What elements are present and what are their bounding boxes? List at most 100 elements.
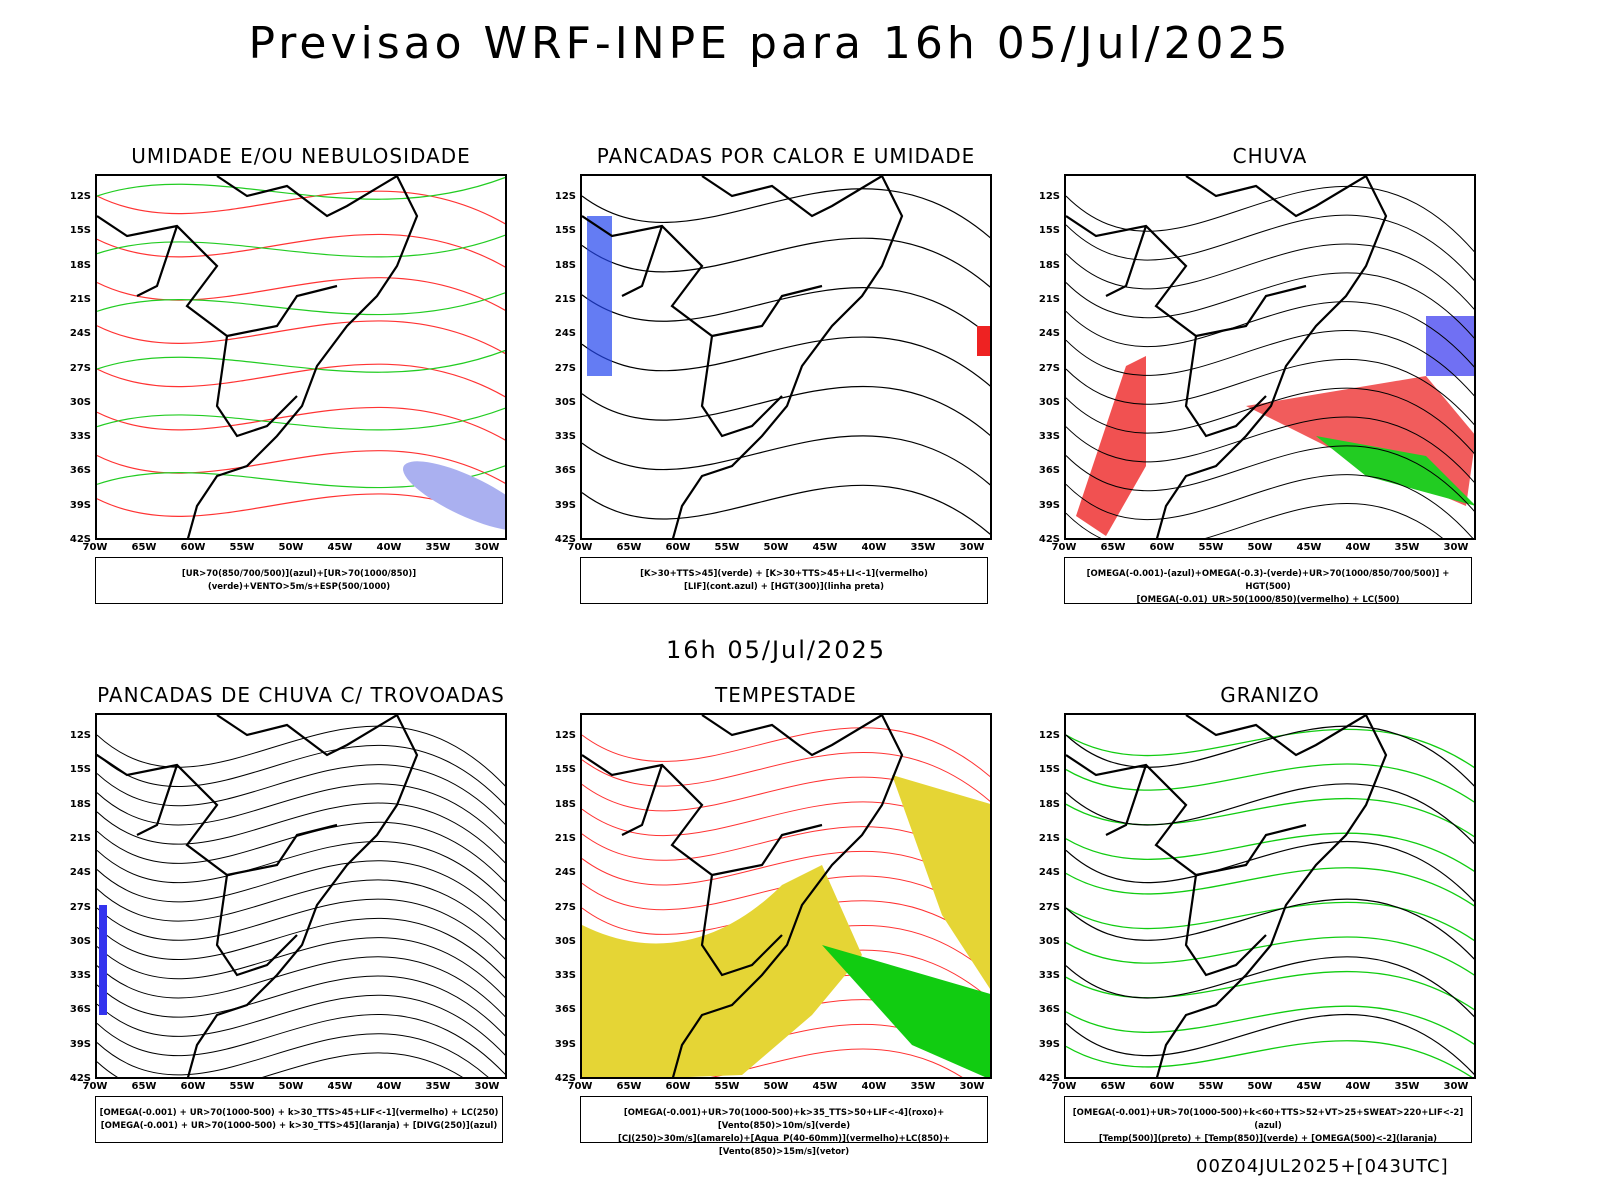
- lon-tick-label: 45W: [327, 1081, 353, 1092]
- lat-tick-label: 24S: [554, 328, 576, 340]
- lon-tick-label: 35W: [910, 1081, 936, 1092]
- map-layers: [1066, 176, 1474, 538]
- weather-map: [580, 713, 992, 1079]
- lon-tick-label: 70W: [1051, 1081, 1077, 1092]
- panel-legend: [OMEGA(-0.001)+UR>70(1000-500)+k>35_TTS>…: [580, 1096, 988, 1157]
- lat-tick-label: 30S: [554, 396, 576, 408]
- lat-tick-label: 42S: [554, 534, 576, 545]
- lon-tick-label: 55W: [714, 1081, 740, 1092]
- lat-tick-label: 18S: [69, 259, 91, 271]
- lat-tick-label: 27S: [1038, 901, 1060, 913]
- lat-tick-label: 24S: [69, 867, 91, 879]
- lat-tick-label: 21S: [69, 832, 91, 844]
- panel-legend: [OMEGA(-0.001) + UR>70(1000-500) + k>30_…: [95, 1096, 503, 1143]
- lat-tick-label: 27S: [554, 901, 576, 913]
- lat-tick-label: 30S: [554, 935, 576, 947]
- lon-tick-label: 45W: [812, 1081, 838, 1092]
- lon-tick-label: 30W: [474, 1081, 500, 1092]
- lon-tick-label: 45W: [327, 542, 353, 553]
- lat-tick-label: 12S: [69, 191, 91, 202]
- lat-tick-label: 42S: [69, 534, 91, 545]
- lat-tick-label: 39S: [554, 1038, 576, 1050]
- lat-tick-label: 42S: [1038, 534, 1060, 545]
- legend-line: [OMEGA(-0.01)_UR>50(1000/850)(vermelho) …: [1136, 595, 1400, 605]
- panel-title: GRANIZO: [1220, 683, 1320, 707]
- panel-legend: [K>30+TTS>45](verde) + [K>30+TTS>45+LI<-…: [580, 557, 988, 604]
- coastline-borders: [97, 715, 419, 1077]
- lon-tick-label: 45W: [1296, 1081, 1322, 1092]
- panel-title: UMIDADE E/OU NEBULOSIDADE: [131, 144, 471, 168]
- lat-tick-label: 15S: [1038, 225, 1060, 237]
- lat-tick-label: 12S: [1038, 730, 1060, 741]
- lon-tick-label: 30W: [959, 1081, 985, 1092]
- map-panel-rain: CHUVA 12S 15S 18S 21S 24S 27S 30S 33S 36S 39S 42S 70…: [1039, 144, 1476, 605]
- lat-tick-label: 39S: [69, 499, 91, 511]
- lat-tick-label: 15S: [554, 764, 576, 776]
- coastline-borders: [97, 176, 419, 538]
- weather-map: [95, 174, 507, 540]
- lat-tick-label: 24S: [1038, 867, 1060, 879]
- panel-title: TEMPESTADE: [715, 683, 857, 707]
- legend-line: [OMEGA(-0.001)+UR>70(1000-500)+k<60+TTS>…: [1072, 1108, 1464, 1131]
- lon-tick-label: 50W: [278, 542, 304, 553]
- lon-tick-label: 70W: [567, 1081, 593, 1092]
- lat-tick-label: 27S: [554, 362, 576, 374]
- legend-line: [UR>70(850/700/500)](azul)+[UR>70(1000/8…: [181, 569, 417, 592]
- lat-tick-label: 33S: [69, 970, 91, 982]
- weather-map: [95, 713, 507, 1079]
- lon-tick-label: 50W: [763, 542, 789, 553]
- panel-legend: [OMEGA(-0.001)+UR>70(1000-500)+k<60+TTS>…: [1064, 1096, 1472, 1144]
- legend-line: [LIF](cont.azul) + [HGT(300)](linha pret…: [683, 582, 885, 592]
- lon-tick-label: 30W: [1443, 542, 1469, 553]
- map-layers: [1066, 715, 1474, 1077]
- lat-tick-label: 33S: [1038, 970, 1060, 982]
- lon-tick-label: 35W: [425, 542, 451, 553]
- weather-map: [1064, 174, 1476, 540]
- coastline-borders: [1066, 715, 1388, 1077]
- lat-tick-label: 18S: [1038, 259, 1060, 271]
- weather-map: [1064, 713, 1476, 1079]
- lon-tick-label: 60W: [1149, 542, 1175, 553]
- lon-tick-label: 40W: [861, 1081, 887, 1092]
- lat-tick-label: 21S: [554, 832, 576, 844]
- lon-tick-label: 40W: [861, 542, 887, 553]
- lat-tick-label: 33S: [554, 970, 576, 982]
- map-layers: [582, 176, 990, 538]
- map-panel-heat: PANCADAS POR CALOR E UMIDADE 12S 15S 18S 21S…: [555, 144, 992, 604]
- lat-tick-label: 42S: [554, 1073, 576, 1084]
- lon-tick-label: 70W: [82, 542, 108, 553]
- legend-line: [Temp(500)](preto) + [Temp(850)](verde) …: [1098, 1134, 1438, 1144]
- coastline-borders: [582, 176, 904, 538]
- panel-legend: [UR>70(850/700/500)](azul)+[UR>70(1000/8…: [95, 557, 503, 604]
- map-layers: [582, 715, 990, 1077]
- coastline-borders: [582, 715, 904, 1077]
- lat-tick-label: 39S: [1038, 499, 1060, 511]
- lon-tick-label: 55W: [1198, 542, 1224, 553]
- panel-title: PANCADAS POR CALOR E UMIDADE: [596, 144, 976, 168]
- lon-tick-label: 40W: [1345, 542, 1371, 553]
- lat-tick-label: 24S: [69, 328, 91, 340]
- lon-tick-label: 50W: [278, 1081, 304, 1092]
- lat-tick-label: 12S: [1038, 191, 1060, 202]
- lat-tick-label: 30S: [1038, 396, 1060, 408]
- lat-tick-label: 18S: [554, 259, 576, 271]
- valid-time-subtitle: 16h 05/Jul/2025: [665, 636, 887, 664]
- lat-tick-label: 12S: [69, 730, 91, 741]
- lon-tick-label: 65W: [616, 1081, 642, 1092]
- legend-line: [OMEGA(-0.001) + UR>70(1000-500) + k>30_…: [100, 1121, 498, 1131]
- lat-tick-label: 21S: [1038, 293, 1060, 305]
- lon-tick-label: 40W: [376, 1081, 402, 1092]
- lon-tick-label: 50W: [763, 1081, 789, 1092]
- lon-tick-label: 35W: [910, 542, 936, 553]
- map-panel-storm: PANCADAS DE CHUVA C/ TROVOADAS 12S 15S 18S 2…: [70, 683, 507, 1143]
- lon-tick-label: 60W: [180, 1081, 206, 1092]
- lat-tick-label: 12S: [554, 730, 576, 741]
- lat-tick-label: 24S: [554, 867, 576, 879]
- lat-tick-label: 12S: [554, 191, 576, 202]
- lat-tick-label: 30S: [1038, 935, 1060, 947]
- legend-line: [OMEGA(-0.001) + UR>70(1000-500) + k>30_…: [99, 1108, 499, 1118]
- lon-tick-label: 65W: [131, 1081, 157, 1092]
- lon-tick-label: 60W: [665, 1081, 691, 1092]
- lat-tick-label: 33S: [1038, 431, 1060, 443]
- lat-tick-label: 33S: [554, 431, 576, 443]
